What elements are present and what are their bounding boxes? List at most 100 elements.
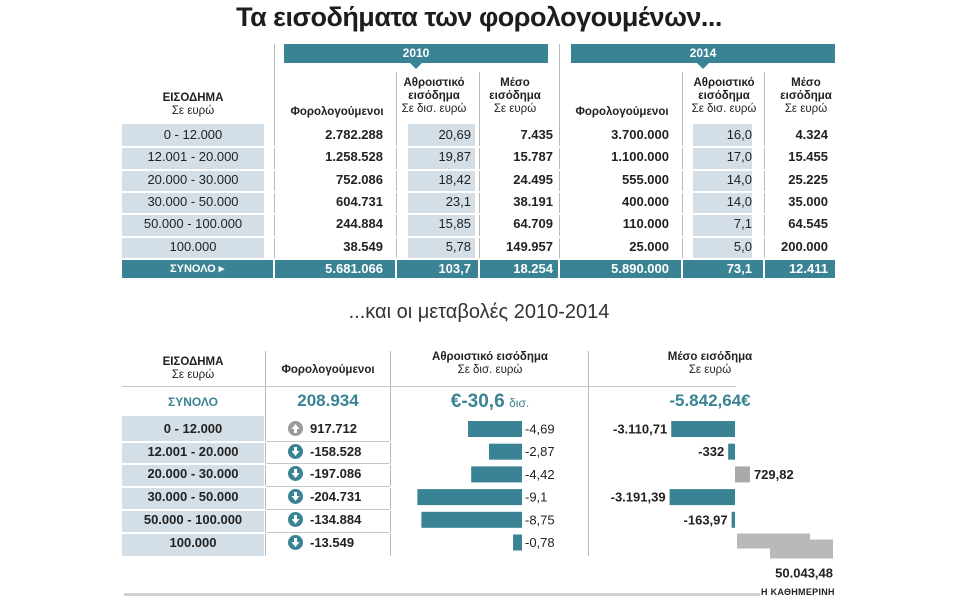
cumulative-2010: 5,78	[445, 238, 471, 254]
total-taxpayers-2014: 5.890.000	[611, 261, 669, 276]
taxpayers-header-2014: Φορολογούμενοι	[575, 106, 669, 118]
total-average-2010: 18.254	[513, 261, 553, 276]
average-header-2: Μέσο εισόδημα Σε ευρώ	[667, 351, 753, 376]
column-divider	[274, 44, 275, 258]
row-divider	[122, 531, 588, 534]
cumulative-change-label: -0,78	[525, 535, 555, 550]
average-header-2010: Μέσο εισόδημα Σε ευρώ	[489, 77, 541, 115]
cumulative-change-bar	[421, 511, 522, 528]
cumulative-change-bar	[488, 443, 522, 460]
average-change-bar	[669, 489, 735, 506]
up-arrow-icon	[288, 421, 303, 436]
column-divider	[390, 351, 391, 556]
income-band: 12.001 - 20.000	[147, 443, 239, 459]
taxpayers-2010: 2.782.288	[325, 127, 383, 142]
cumulative-change-label: -8,75	[525, 512, 555, 527]
income-band: 30.000 - 50.000	[147, 193, 239, 209]
row-divider	[122, 463, 588, 466]
total-average-change: -5.842,64€	[669, 391, 751, 410]
average-change-bar	[731, 511, 735, 528]
average-2014: 15.455	[788, 149, 828, 165]
total-taxpayers-2010: 5.681.066	[325, 261, 383, 276]
taxpayers-change: -204.731	[310, 489, 362, 505]
cumulative-2010: 23,1	[445, 193, 471, 209]
total-label: ΣΥΝΟΛΟ ▸	[170, 263, 225, 275]
cumulative-change-bar	[471, 466, 522, 483]
total-label-2: ΣΥΝΟΛΟ	[168, 395, 218, 409]
average-header-2014: Μέσο εισόδημα Σε ευρώ	[780, 77, 832, 115]
average-2010: 64.709	[513, 216, 553, 232]
taxpayers-header-2: Φορολογούμενοι	[281, 364, 375, 376]
income-band: 100.000	[169, 534, 217, 550]
total-divider	[558, 260, 560, 278]
cumulative-2010: 19,87	[438, 149, 471, 165]
total-divider	[478, 260, 480, 278]
cumulative-2010: 18,42	[438, 171, 471, 187]
total-divider	[395, 260, 397, 278]
income-band: 20.000 - 30.000	[147, 171, 239, 187]
average-2014: 200.000	[781, 238, 828, 254]
year-2014-bar: 2014	[571, 44, 835, 69]
footer-rule	[124, 593, 760, 596]
cumulative-header-2010: Αθροιστικό εισόδημα Σε δισ. ευρώ	[401, 77, 467, 115]
taxpayers-change: -13.549	[310, 534, 355, 550]
row-divider	[122, 508, 588, 511]
column-divider	[588, 351, 589, 556]
down-arrow-icon	[288, 489, 303, 505]
average-2010: 24.495	[513, 171, 553, 187]
total-divider	[273, 260, 275, 278]
cumulative-change-label: -2,87	[525, 444, 555, 459]
income-header: ΕΙΣΟΔΗΜΑ Σε ευρώ	[162, 92, 224, 117]
taxpayers-2010: 604.731	[336, 193, 383, 209]
row-divider	[122, 213, 835, 216]
cumulative-header-2014: Αθροιστικό εισόδημα Σε δισ. ευρώ	[691, 77, 757, 115]
cumulative-2014: 14,0	[726, 193, 752, 209]
taxpayers-2014: 110.000	[622, 216, 669, 232]
taxpayers-2010: 38.549	[343, 238, 383, 254]
total-taxpayers-change: 208.934	[297, 391, 359, 410]
cumulative-change-bar	[513, 534, 522, 551]
taxpayers-2010: 1.258.528	[325, 149, 383, 165]
income-band: 30.000 - 50.000	[147, 489, 239, 505]
average-change-label: 50.043,48	[775, 566, 833, 581]
row-divider	[122, 486, 588, 489]
taxpayers-2010: 752.086	[336, 171, 383, 187]
row-divider	[122, 235, 835, 238]
column-divider	[479, 72, 480, 258]
cumulative-header-2: Αθροιστικό εισόδημα Σε δισ. ευρώ	[432, 351, 548, 376]
income-band: 100.000	[169, 238, 217, 254]
column-divider	[682, 72, 683, 258]
taxpayers-change: -197.086	[310, 466, 362, 482]
down-arrow-icon	[288, 511, 303, 527]
cumulative-2014: 17,0	[726, 149, 752, 165]
total-divider	[763, 260, 765, 278]
cumulative-2014: 5,0	[733, 238, 752, 254]
down-arrow-icon	[288, 466, 303, 482]
year-2010-bar: 2010	[284, 44, 548, 69]
taxpayers-2014: 400.000	[622, 193, 669, 209]
row-divider	[266, 531, 390, 533]
income-band: 20.000 - 30.000	[147, 466, 239, 482]
cumulative-change-label: -4,42	[525, 467, 555, 482]
changes-subtitle: ...και οι μεταβολές 2010-2014	[348, 301, 610, 323]
taxpayers-2014: 3.700.000	[611, 127, 669, 142]
income-band: 0 - 12.000	[163, 421, 223, 436]
average-2010: 7.435	[520, 127, 553, 142]
taxpayers-change: -134.884	[310, 511, 362, 527]
cumulative-2014: 16,0	[726, 127, 752, 142]
cumulative-change-bar	[468, 421, 522, 437]
page-title: Τα εισοδήματα των φορολογουμένων...	[236, 2, 722, 32]
credit: Η ΚΑΘΗΜΕΡΙΝΗ	[761, 587, 835, 597]
average-2014: 25.225	[788, 171, 828, 187]
down-arrow-icon	[288, 534, 303, 550]
average-change-label: -163,97	[684, 512, 728, 527]
average-change-label: 729,82	[754, 467, 794, 482]
cumulative-change-bar	[417, 489, 522, 506]
row-divider	[122, 190, 835, 193]
average-change-bar	[728, 443, 735, 460]
column-divider	[764, 72, 765, 258]
average-change-label: -3.110,71	[613, 422, 667, 437]
down-arrow-icon	[288, 443, 303, 459]
income-band: 0 - 12.000	[163, 127, 223, 142]
